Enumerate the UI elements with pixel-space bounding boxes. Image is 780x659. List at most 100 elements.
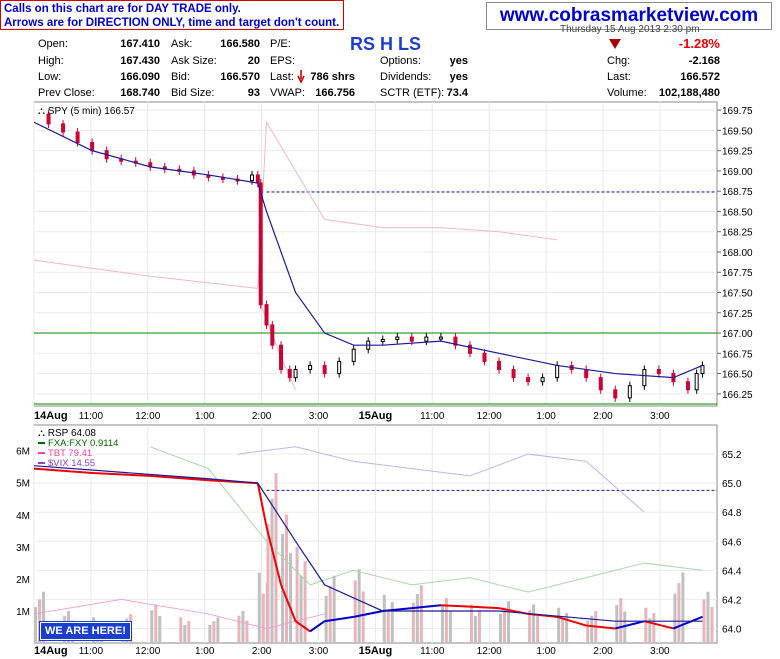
- candle-body: [337, 360, 342, 375]
- volume-bar: [257, 572, 261, 643]
- rsp-segment: [265, 526, 283, 586]
- x-tick-label: 3:00: [650, 411, 670, 422]
- candle-body: [694, 373, 699, 391]
- volume-bar: [590, 615, 594, 643]
- x-tick-label-lower: 14Aug: [34, 645, 68, 657]
- volume-tick-label: 2M: [16, 575, 30, 586]
- change-percent: -1.28%: [678, 36, 720, 51]
- x-tick-label: 1:00: [195, 411, 215, 422]
- candle-body: [438, 336, 443, 340]
- candle-body: [287, 369, 292, 379]
- volume-bar: [419, 585, 423, 643]
- rsp-segment: [644, 620, 674, 630]
- x-tick-label-lower: 15Aug: [359, 645, 393, 657]
- candle-body: [255, 174, 260, 184]
- volume-bar: [324, 595, 328, 643]
- y-tick-label: 167.25: [722, 309, 753, 320]
- down-arrow-icon: [297, 70, 305, 83]
- y-tick-label: 169.00: [722, 167, 753, 178]
- volume-bar: [503, 607, 507, 643]
- volume-bar: [706, 591, 710, 643]
- rsp-segment: [586, 624, 616, 630]
- volume-bar: [357, 569, 361, 643]
- pe-label: P/E:: [270, 38, 291, 50]
- y-tick-label: 168.25: [722, 228, 753, 239]
- volume-bar: [261, 593, 265, 643]
- overlay-line: [33, 120, 558, 290]
- volume-bar: [390, 602, 394, 643]
- main-chart-title: ⛬ SPY (5 min) 166.57: [38, 106, 135, 117]
- y-tick-label: 169.25: [722, 147, 753, 158]
- volume-bar: [274, 473, 278, 643]
- y-tick-label: 168.00: [722, 248, 753, 259]
- x-tick-label-lower: 3:00: [650, 646, 670, 657]
- y-tick-label: 169.75: [722, 106, 753, 117]
- chg-value: -2.168: [688, 55, 720, 67]
- candle-body: [613, 389, 618, 399]
- x-tick-label-lower: 3:00: [309, 646, 329, 657]
- last-value: 166.572: [680, 71, 720, 83]
- y-tick-label-lower: 64.8: [722, 508, 742, 519]
- x-tick-label-lower: 12:00: [477, 646, 502, 657]
- last-label: Last:: [607, 71, 631, 83]
- y-tick-label: 168.75: [722, 187, 753, 198]
- rsp-segment: [295, 620, 311, 633]
- volume-bar: [677, 583, 681, 643]
- x-tick-label-lower: 2:00: [593, 646, 613, 657]
- volume-label: Volume:: [607, 87, 647, 99]
- x-tick-label: 11:00: [420, 411, 445, 422]
- x-tick-label: 11:00: [79, 411, 104, 422]
- volume-bar: [619, 598, 623, 643]
- candle-body: [293, 369, 298, 379]
- volume-bar: [299, 575, 303, 643]
- candle-body: [279, 344, 284, 371]
- rsp-segment: [353, 610, 383, 618]
- x-tick-label: 3:00: [309, 411, 329, 422]
- tbt-line: [33, 598, 325, 629]
- candle-body: [322, 364, 327, 375]
- bid-size-value: 93: [247, 87, 260, 99]
- rsp-segment: [324, 615, 354, 623]
- y-tick-label: 169.50: [722, 126, 753, 137]
- rsp-segment: [280, 584, 297, 622]
- volume-tick-label: 6M: [16, 447, 30, 458]
- candle-body: [584, 369, 589, 379]
- volume-bar: [237, 615, 241, 643]
- volume-bar: [303, 561, 307, 643]
- rsp-segment: [150, 474, 209, 482]
- chg-label: Chg:: [607, 55, 631, 67]
- volume-bar: [652, 613, 656, 643]
- candle-body: [482, 352, 487, 362]
- vwap-value: 166.756: [315, 87, 355, 99]
- x-tick-label-lower: 11:00: [79, 646, 104, 657]
- y-tick-label-lower: 65.2: [722, 450, 742, 461]
- ask-size-value: 20: [247, 55, 260, 67]
- low-value: 166.090: [120, 71, 160, 83]
- last-trade-label: Last:: [270, 71, 294, 83]
- ask-value: 166.580: [220, 38, 260, 50]
- volume-bar: [158, 616, 162, 643]
- volume-bar: [386, 609, 390, 643]
- y-tick-label-lower: 64.6: [722, 537, 742, 548]
- ticker-annotation: RS H LS: [350, 34, 422, 54]
- bid-value: 166.570: [220, 71, 260, 83]
- volume-bar: [208, 625, 212, 643]
- x-tick-label: 14Aug: [34, 410, 68, 422]
- x-tick-label-lower: 12:00: [135, 646, 160, 657]
- candle-body: [395, 336, 400, 341]
- y-tick-label: 166.75: [722, 349, 753, 360]
- candle-body: [61, 123, 66, 133]
- volume-bar: [411, 602, 415, 643]
- open-label: Open:: [38, 38, 68, 50]
- candle-body: [308, 364, 313, 371]
- high-label: High:: [38, 55, 64, 67]
- candle-body: [526, 377, 531, 383]
- website-banner[interactable]: www.cobrasmarketview.com: [486, 2, 772, 30]
- we-are-here-annotation: WE ARE HERE!: [39, 621, 132, 641]
- rsp-segment: [411, 604, 441, 610]
- down-triangle-icon: [609, 39, 621, 49]
- rsp-segment: [92, 471, 151, 477]
- x-tick-label-lower: 2:00: [252, 646, 272, 657]
- volume-bar: [644, 607, 648, 643]
